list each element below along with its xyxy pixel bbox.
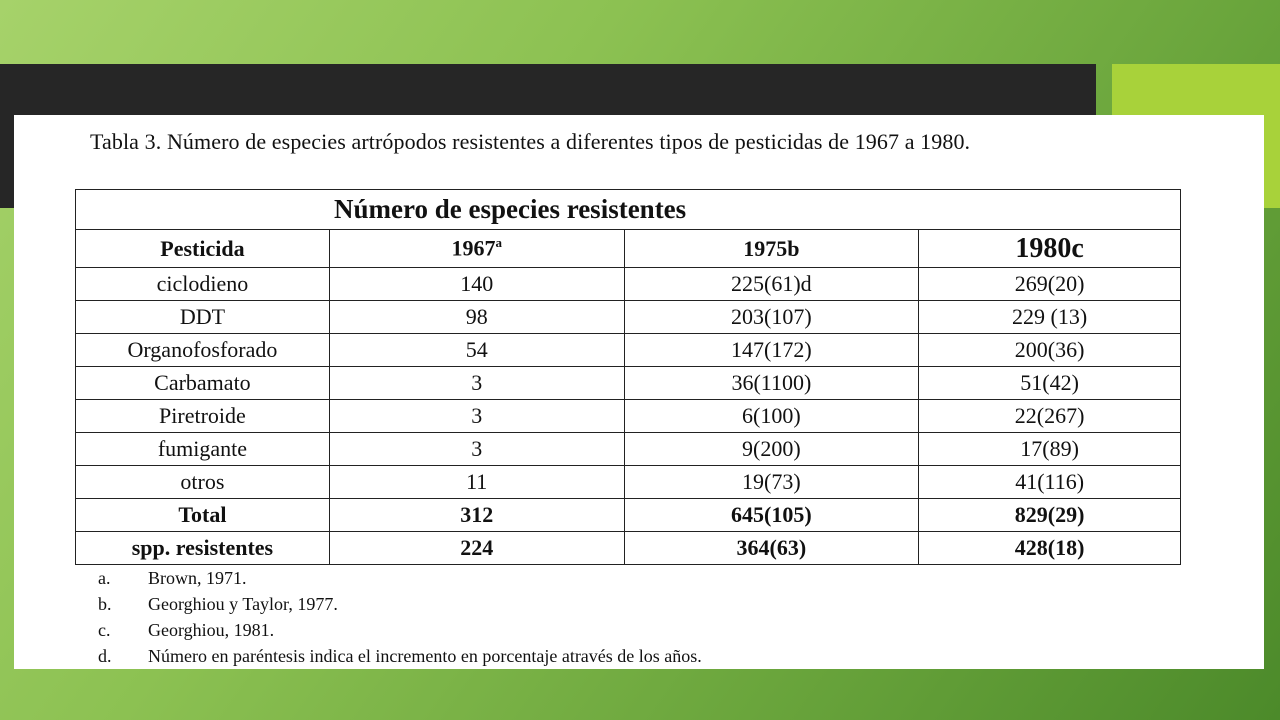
resistance-table: Número de especies resistentes Pesticida… xyxy=(75,189,1181,565)
cell-1967: 11 xyxy=(328,465,625,499)
header-1967-label: 1967 xyxy=(451,235,496,261)
cell-1980: 829(29) xyxy=(918,498,1181,532)
footnote-item: a. Brown, 1971. xyxy=(98,565,702,591)
header-row: Pesticida 1967a 1975b 1980c xyxy=(75,229,1181,268)
footnote-mark: d. xyxy=(98,646,112,666)
header-pesticida: Pesticida xyxy=(75,229,330,268)
cell-1980: 428(18) xyxy=(918,531,1181,565)
cell-pesticida: otros xyxy=(75,465,330,499)
cell-1980: 41(116) xyxy=(918,465,1181,499)
cell-1975: 6(100) xyxy=(623,399,920,433)
cell-1975: 19(73) xyxy=(623,465,920,499)
cell-pesticida: fumigante xyxy=(75,432,330,466)
header-1980: 1980c xyxy=(918,229,1181,268)
cell-1975: 9(200) xyxy=(623,432,920,466)
footnote-text: Georghiou, 1981. xyxy=(148,620,275,640)
footnote-text: Brown, 1971. xyxy=(148,568,247,588)
table-row: Carbamato 3 36(1100) 51(42) xyxy=(75,366,1181,400)
table-row: otros 11 19(73) 41(116) xyxy=(75,465,1181,499)
cell-1980: 269(20) xyxy=(918,267,1181,301)
cell-1967: 54 xyxy=(328,333,625,367)
cell-pesticida: Piretroide xyxy=(75,399,330,433)
cell-pesticida: Carbamato xyxy=(75,366,330,400)
table-row: Piretroide 3 6(100) 22(267) xyxy=(75,399,1181,433)
cell-pesticida: Organofosforado xyxy=(75,333,330,367)
cell-1967: 140 xyxy=(328,267,625,301)
table-row: ciclodieno 140 225(61)d 269(20) xyxy=(75,267,1181,301)
cell-1967: 3 xyxy=(328,366,625,400)
cell-pesticida: DDT xyxy=(75,300,330,334)
cell-1975: 645(105) xyxy=(623,498,920,532)
table-row: Organofosforado 54 147(172) 200(36) xyxy=(75,333,1181,367)
header-1967-sup: a xyxy=(495,235,502,251)
cell-pesticida: ciclodieno xyxy=(75,267,330,301)
cell-1975: 147(172) xyxy=(623,333,920,367)
cell-1980: 229 (13) xyxy=(918,300,1181,334)
header-1967: 1967a xyxy=(328,229,625,268)
table-caption: Tabla 3. Número de especies artrópodos r… xyxy=(90,129,971,154)
cell-1967: 98 xyxy=(328,300,625,334)
table-row: fumigante 3 9(200) 17(89) xyxy=(75,432,1181,466)
table-footnotes: a. Brown, 1971. b. Georghiou y Taylor, 197… xyxy=(98,565,702,669)
spp-resistentes-row: spp. resistentes 224 364(63) 428(18) xyxy=(75,531,1181,565)
cell-1967: 312 xyxy=(328,498,625,532)
footnote-mark: b. xyxy=(98,594,112,614)
cell-1975: 203(107) xyxy=(623,300,920,334)
cell-1967: 3 xyxy=(328,399,625,433)
cell-1967: 224 xyxy=(328,531,625,565)
footnote-mark: c. xyxy=(98,620,111,640)
table-row: DDT 98 203(107) 229 (13) xyxy=(75,300,1181,334)
cell-pesticida: Total xyxy=(75,498,330,532)
footnote-mark: a. xyxy=(98,568,111,588)
footnote-item: b. Georghiou y Taylor, 1977. xyxy=(98,591,702,617)
header-1975: 1975b xyxy=(623,229,920,268)
cell-1980: 17(89) xyxy=(918,432,1181,466)
slide-content-panel: Tabla 3. Número de especies artrópodos r… xyxy=(14,115,1264,669)
cell-1975: 364(63) xyxy=(623,531,920,565)
cell-1980: 200(36) xyxy=(918,333,1181,367)
cell-pesticida: spp. resistentes xyxy=(75,531,330,565)
total-row: Total 312 645(105) 829(29) xyxy=(75,498,1181,532)
footnote-item: c. Georghiou, 1981. xyxy=(98,617,702,643)
cell-1975: 225(61)d xyxy=(623,267,920,301)
cell-1980: 51(42) xyxy=(918,366,1181,400)
footnote-text: Georghiou y Taylor, 1977. xyxy=(148,594,338,614)
cell-1980: 22(267) xyxy=(918,399,1181,433)
table-title: Número de especies resistentes xyxy=(75,189,1181,230)
cell-1967: 3 xyxy=(328,432,625,466)
footnote-item: d. Número en paréntesis indica el increme… xyxy=(98,643,702,669)
footnote-text: Número en paréntesis indica el increment… xyxy=(148,646,702,666)
cell-1975: 36(1100) xyxy=(623,366,920,400)
